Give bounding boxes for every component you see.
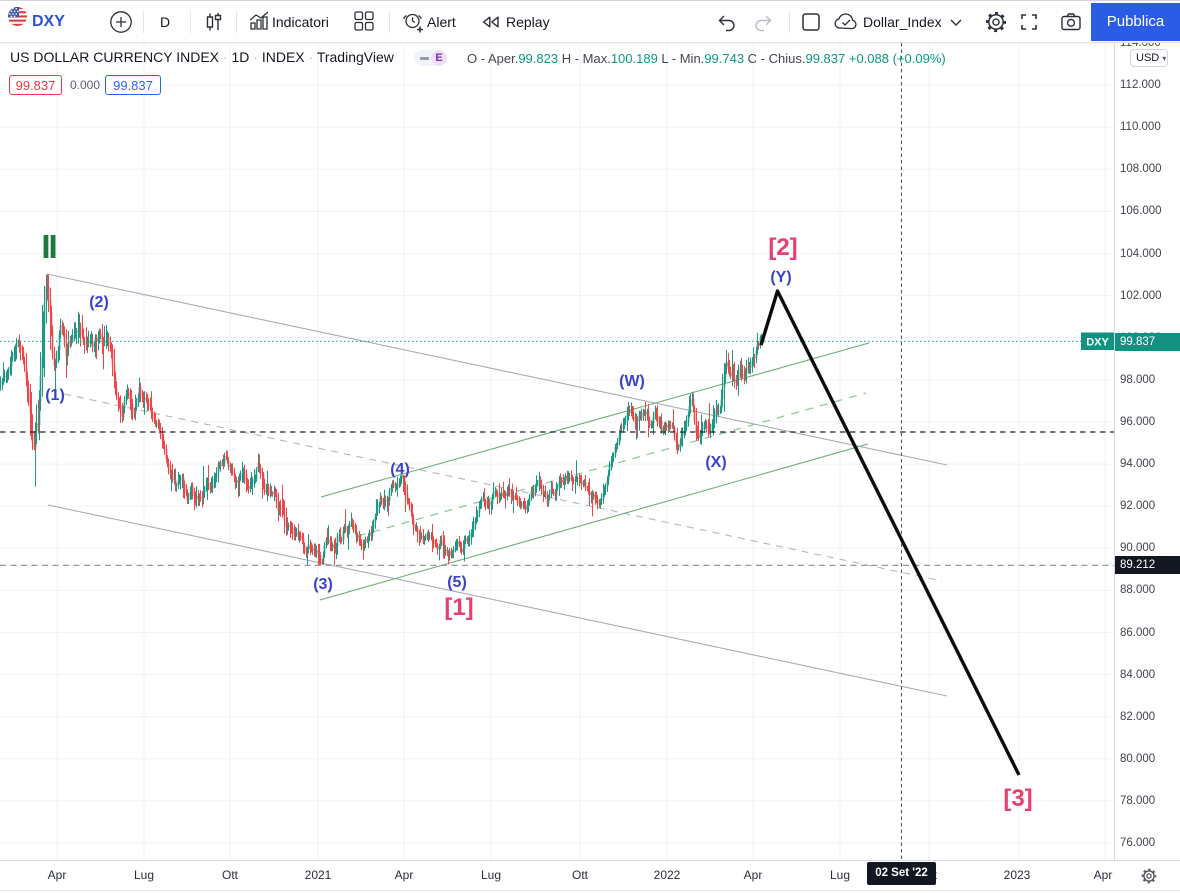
svg-text:(1): (1): [45, 387, 65, 404]
svg-text:(4): (4): [390, 461, 410, 478]
svg-text:(W): (W): [619, 373, 645, 390]
svg-text:[3]: [3]: [1003, 785, 1032, 812]
svg-text:[2]: [2]: [768, 234, 797, 261]
svg-text:(X): (X): [705, 454, 726, 471]
svg-text:(Y): (Y): [770, 269, 791, 286]
svg-text:(5): (5): [447, 574, 467, 591]
svg-text:DXY: DXY: [1086, 337, 1109, 349]
svg-text:II: II: [41, 228, 55, 265]
svg-text:(2): (2): [89, 294, 109, 311]
svg-text:(3): (3): [313, 576, 333, 593]
svg-text:[1]: [1]: [444, 594, 473, 621]
